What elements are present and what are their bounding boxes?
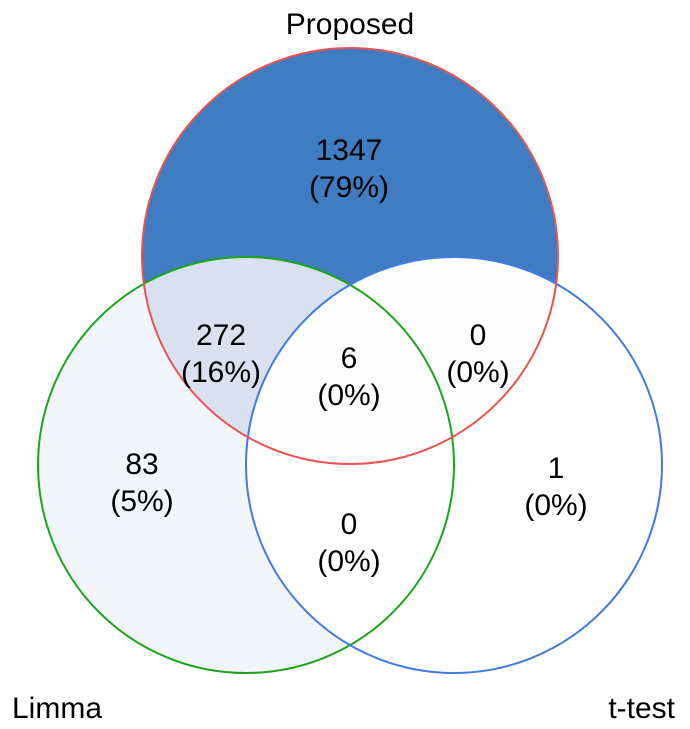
- region-all-three-label: 6 (0%): [317, 342, 380, 412]
- region-percent: (0%): [446, 356, 509, 389]
- region-percent: (0%): [524, 489, 587, 522]
- set-outlines: [37, 47, 663, 674]
- proposed-circle: [141, 47, 559, 465]
- set-label-ttest: t-test: [608, 692, 675, 725]
- region-percent: (0%): [317, 545, 380, 578]
- region-proposed-ttest-label: 0 (0%): [446, 319, 509, 389]
- region-count: 1347: [316, 134, 383, 167]
- region-limma-ttest-label: 0 (0%): [317, 508, 380, 578]
- region-limma-only-label: 83 (5%): [110, 448, 173, 518]
- region-percent: (5%): [110, 485, 173, 518]
- set-label-proposed: Proposed: [286, 8, 414, 41]
- region-count: 1: [548, 452, 565, 485]
- region-percent: (79%): [309, 171, 389, 204]
- region-ttest-only-label: 1 (0%): [524, 452, 587, 522]
- set-label-limma: Limma: [12, 692, 102, 725]
- region-count: 272: [196, 319, 246, 352]
- region-count: 83: [125, 448, 158, 481]
- region-count: 0: [341, 508, 358, 541]
- region-fills: [38, 48, 558, 673]
- region-proposed-only-label: 1347 (79%): [309, 134, 389, 204]
- region-proposed-limma: [142, 257, 454, 464]
- region-count: 0: [470, 319, 487, 352]
- region-proposed-ttest: [246, 257, 558, 464]
- region-percent: (0%): [317, 379, 380, 412]
- limma-circle: [37, 256, 455, 674]
- region-proposed-limma-label: 272 (16%): [181, 319, 261, 389]
- ttest-circle: [245, 256, 663, 674]
- region-percent: (16%): [181, 356, 261, 389]
- region-count: 6: [341, 342, 358, 375]
